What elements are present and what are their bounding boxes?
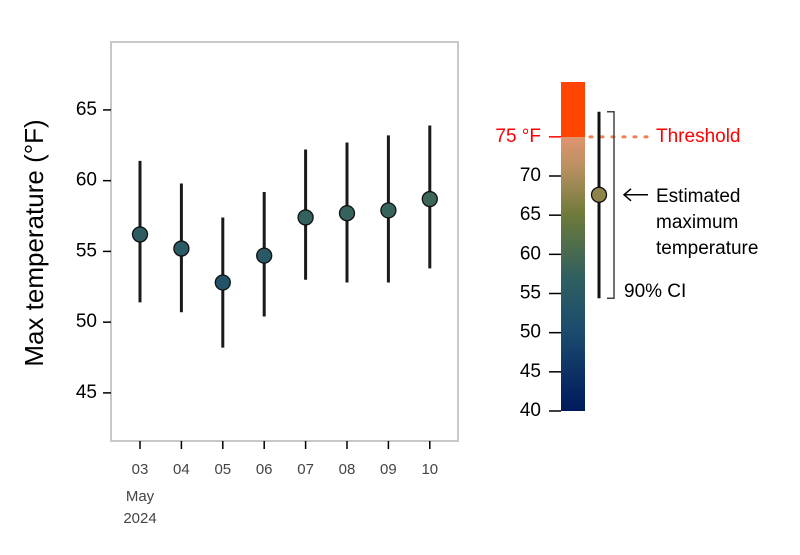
point (297, 209, 314, 226)
point (421, 190, 438, 208)
ci-bracket (607, 111, 615, 299)
estimate-arrow (622, 188, 648, 202)
x-tick-label: 06 (256, 461, 273, 478)
colorbar (561, 82, 585, 411)
x-tick-label: 04 (173, 461, 190, 478)
point (173, 240, 190, 257)
colorbar-tick-label: 65 (520, 204, 541, 225)
x-tick-label: 08 (339, 461, 356, 478)
legend-point (590, 186, 608, 203)
colorbar-tick-label: 55 (520, 283, 541, 304)
y-tick-label: 65 (76, 99, 97, 120)
x-tick-label: 09 (380, 461, 397, 478)
y-tick-label: 60 (76, 170, 97, 191)
threshold-label: Threshold (656, 126, 741, 147)
x-tick-label: 07 (297, 461, 314, 478)
y-axis-label: Max temperature (°F) (19, 119, 49, 366)
y-tick-label: 50 (76, 311, 97, 332)
colorbar-tick-label: 40 (520, 400, 541, 421)
x-sublabel: May (126, 488, 155, 505)
plot-frame (110, 41, 459, 442)
point (338, 205, 356, 222)
x-tick-label: 10 (421, 461, 438, 478)
point (214, 274, 231, 291)
point (380, 202, 397, 219)
x-tick-label: 05 (214, 461, 231, 478)
ci-label: 90% CI (624, 281, 686, 302)
point (256, 247, 273, 264)
colorbar-tick-label: 70 (520, 165, 541, 186)
x-sublabel: 2024 (123, 510, 156, 527)
estimate-label: Estimated (656, 186, 740, 207)
point (131, 226, 149, 243)
x-tick-label: 03 (132, 461, 149, 478)
estimate-label: maximum (656, 212, 738, 233)
estimate-label: temperature (656, 238, 758, 259)
y-tick-label: 55 (76, 240, 97, 261)
colorbar-tick-label: 45 (520, 361, 541, 382)
y-tick-label: 45 (76, 382, 97, 403)
colorbar-tick-label: 60 (520, 243, 541, 264)
colorbar-tick-label: 75 °F (495, 126, 541, 147)
colorbar-tick-label: 50 (520, 322, 541, 343)
